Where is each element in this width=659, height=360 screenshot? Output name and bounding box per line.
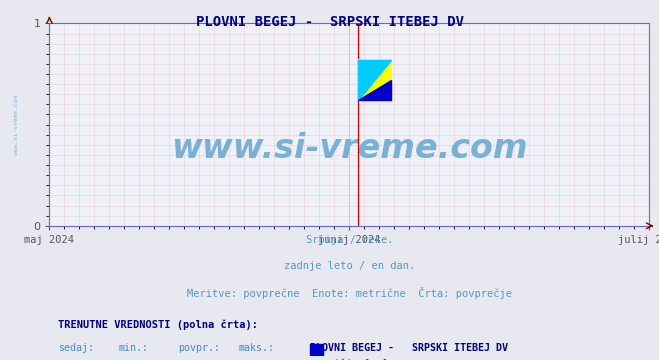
Text: višina[cm]: višina[cm] [328, 359, 388, 360]
Text: TRENUTNE VREDNOSTI (polna črta):: TRENUTNE VREDNOSTI (polna črta): [59, 320, 258, 330]
Text: sedaj:: sedaj: [59, 343, 94, 354]
Text: Srbija / reke.: Srbija / reke. [306, 235, 393, 245]
Text: PLOVNI BEGEJ -  SRPSKI ITEBEJ DV: PLOVNI BEGEJ - SRPSKI ITEBEJ DV [196, 15, 463, 30]
Text: PLOVNI BEGEJ -   SRPSKI ITEBEJ DV: PLOVNI BEGEJ - SRPSKI ITEBEJ DV [310, 343, 508, 354]
FancyBboxPatch shape [310, 344, 324, 360]
Text: -nan: -nan [59, 359, 82, 360]
Polygon shape [358, 60, 391, 100]
Text: www.si-vreme.com: www.si-vreme.com [171, 132, 528, 165]
Text: -nan: -nan [119, 359, 142, 360]
Text: min.:: min.: [119, 343, 148, 354]
Text: maks.:: maks.: [239, 343, 274, 354]
Text: -nan: -nan [179, 359, 202, 360]
Text: povpr.:: povpr.: [179, 343, 220, 354]
Text: www.si-vreme.com: www.si-vreme.com [14, 95, 19, 154]
Text: -nan: -nan [239, 359, 262, 360]
Polygon shape [358, 60, 391, 100]
Text: Meritve: povprečne  Enote: metrične  Črta: povprečje: Meritve: povprečne Enote: metrične Črta:… [186, 287, 512, 299]
Text: zadnje leto / en dan.: zadnje leto / en dan. [283, 261, 415, 271]
Polygon shape [358, 80, 391, 100]
